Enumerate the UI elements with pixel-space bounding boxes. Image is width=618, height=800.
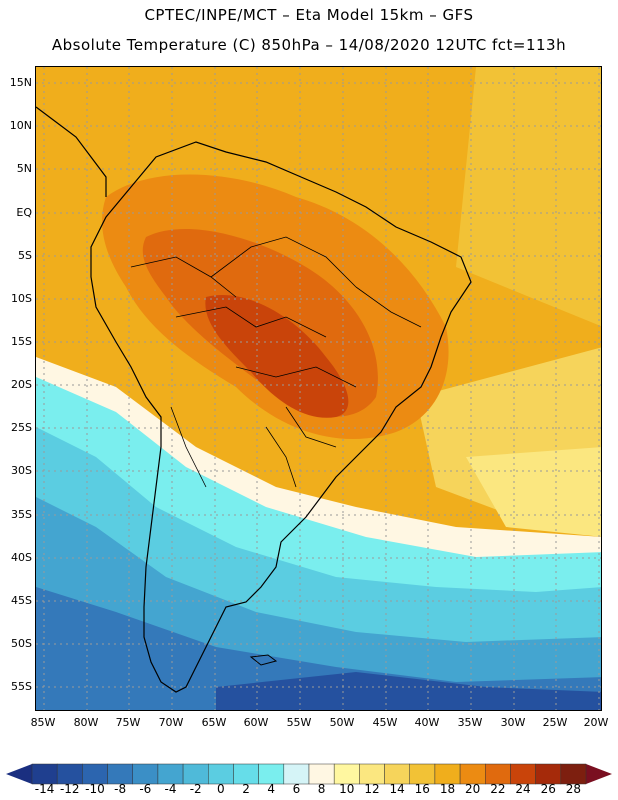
lat-label: 15S xyxy=(11,335,32,348)
lat-label: EQ xyxy=(16,206,32,219)
colorbar-label: -12 xyxy=(59,782,80,796)
graticule xyxy=(36,67,601,710)
colorbar-label: -6 xyxy=(139,782,152,796)
colorbar-label: 0 xyxy=(217,782,225,796)
colorbar-swatch xyxy=(359,763,385,785)
colorbar-swatch xyxy=(384,763,410,785)
colorbar-swatch xyxy=(409,763,436,785)
colorbar-swatch xyxy=(434,763,461,785)
colorbar-swatch xyxy=(333,763,360,785)
colorbar-swatch xyxy=(157,763,184,785)
colorbar-label: 18 xyxy=(439,782,456,796)
lat-label: 15N xyxy=(9,76,32,89)
lat-label: 20S xyxy=(11,378,32,391)
colorbar-label: 28 xyxy=(565,782,582,796)
lon-label: 55W xyxy=(286,716,312,729)
lon-label: 75W xyxy=(115,716,141,729)
lon-label: 25W xyxy=(542,716,568,729)
field-contour-16 xyxy=(456,67,601,327)
country-borders xyxy=(130,236,422,488)
lon-label: 70W xyxy=(158,716,184,729)
colorbar-label: -2 xyxy=(189,782,202,796)
colorbar-swatch xyxy=(535,763,562,785)
colorbar-label: 14 xyxy=(389,782,405,796)
lon-label: 45W xyxy=(372,716,398,729)
colorbar-swatch xyxy=(258,763,285,785)
colorbar xyxy=(6,763,612,785)
lat-label: 10S xyxy=(11,292,32,305)
field-contour-minus10 xyxy=(216,672,601,710)
lat-label: 5S xyxy=(18,249,32,262)
central-america-coastline xyxy=(36,106,107,197)
colorbar-label: 12 xyxy=(364,782,380,796)
colorbar-label: 22 xyxy=(490,782,506,796)
lon-label: 60W xyxy=(243,716,269,729)
colorbar-label: -10 xyxy=(85,782,105,796)
lat-label: 30S xyxy=(11,464,32,477)
lon-label: 20W xyxy=(583,716,609,729)
map-title-line2: Absolute Temperature (C) 850hPa – 14/08/… xyxy=(51,36,567,54)
lat-label: 55S xyxy=(11,680,32,693)
colorbar-label: 16 xyxy=(414,782,430,796)
colorbar-label: 24 xyxy=(515,782,531,796)
lon-label: 30W xyxy=(500,716,526,729)
lon-label: 80W xyxy=(73,716,99,729)
lat-label: 50S xyxy=(11,637,32,650)
lat-label: 25S xyxy=(11,421,32,434)
colorbar-swatch xyxy=(308,763,335,785)
colorbar-label: -4 xyxy=(164,782,177,796)
field-contour-minus8 xyxy=(36,587,601,710)
field-contour-24 xyxy=(205,295,349,418)
colorbar-right-arrow xyxy=(586,764,612,784)
lat-label: 40S xyxy=(11,551,32,564)
colorbar-swatch xyxy=(107,763,133,785)
field-contour-12 xyxy=(466,447,601,537)
lon-label: 65W xyxy=(201,716,227,729)
colorbar-swatch xyxy=(459,763,486,785)
colorbar-swatch xyxy=(233,763,259,785)
colorbar-swatch xyxy=(82,763,108,785)
colorbar-label: 20 xyxy=(465,782,481,796)
colorbar-swatch xyxy=(182,763,209,785)
colorbar-swatch xyxy=(485,763,511,785)
temperature-map xyxy=(35,66,602,711)
colorbar-label: 26 xyxy=(540,782,556,796)
colorbar-label: 10 xyxy=(339,782,355,796)
lat-label: 5N xyxy=(16,162,32,175)
colorbar-swatch xyxy=(208,763,234,785)
lat-label: 35S xyxy=(11,508,32,521)
lat-label: 10N xyxy=(9,119,32,132)
map-title-line1: CPTEC/INPE/MCT – Eta Model 15km – GFS xyxy=(144,6,474,24)
colorbar-swatch xyxy=(56,763,83,785)
colorbar-label: 8 xyxy=(317,782,326,796)
colorbar-swatch xyxy=(31,763,58,785)
lon-label: 35W xyxy=(457,716,483,729)
colorbar-label: -14 xyxy=(34,782,55,796)
colorbar-swatch xyxy=(510,763,536,785)
lon-label: 40W xyxy=(414,716,440,729)
colorbar-left-arrow xyxy=(6,764,32,784)
colorbar-swatch xyxy=(560,763,587,785)
colorbar-label: 6 xyxy=(292,782,301,796)
south-america-coastline xyxy=(90,141,472,693)
colorbar-label: -8 xyxy=(114,782,127,796)
lon-label: 85W xyxy=(30,716,56,729)
colorbar-swatch xyxy=(132,763,159,785)
colorbar-swatch xyxy=(283,763,310,785)
map-graphic xyxy=(36,67,601,710)
colorbar-label: 2 xyxy=(242,782,250,796)
falkland-islands xyxy=(249,654,278,666)
colorbar-label: 4 xyxy=(267,782,276,796)
lat-label: 45S xyxy=(11,594,32,607)
colorbar-swatches xyxy=(31,763,587,785)
lon-label: 50W xyxy=(329,716,355,729)
